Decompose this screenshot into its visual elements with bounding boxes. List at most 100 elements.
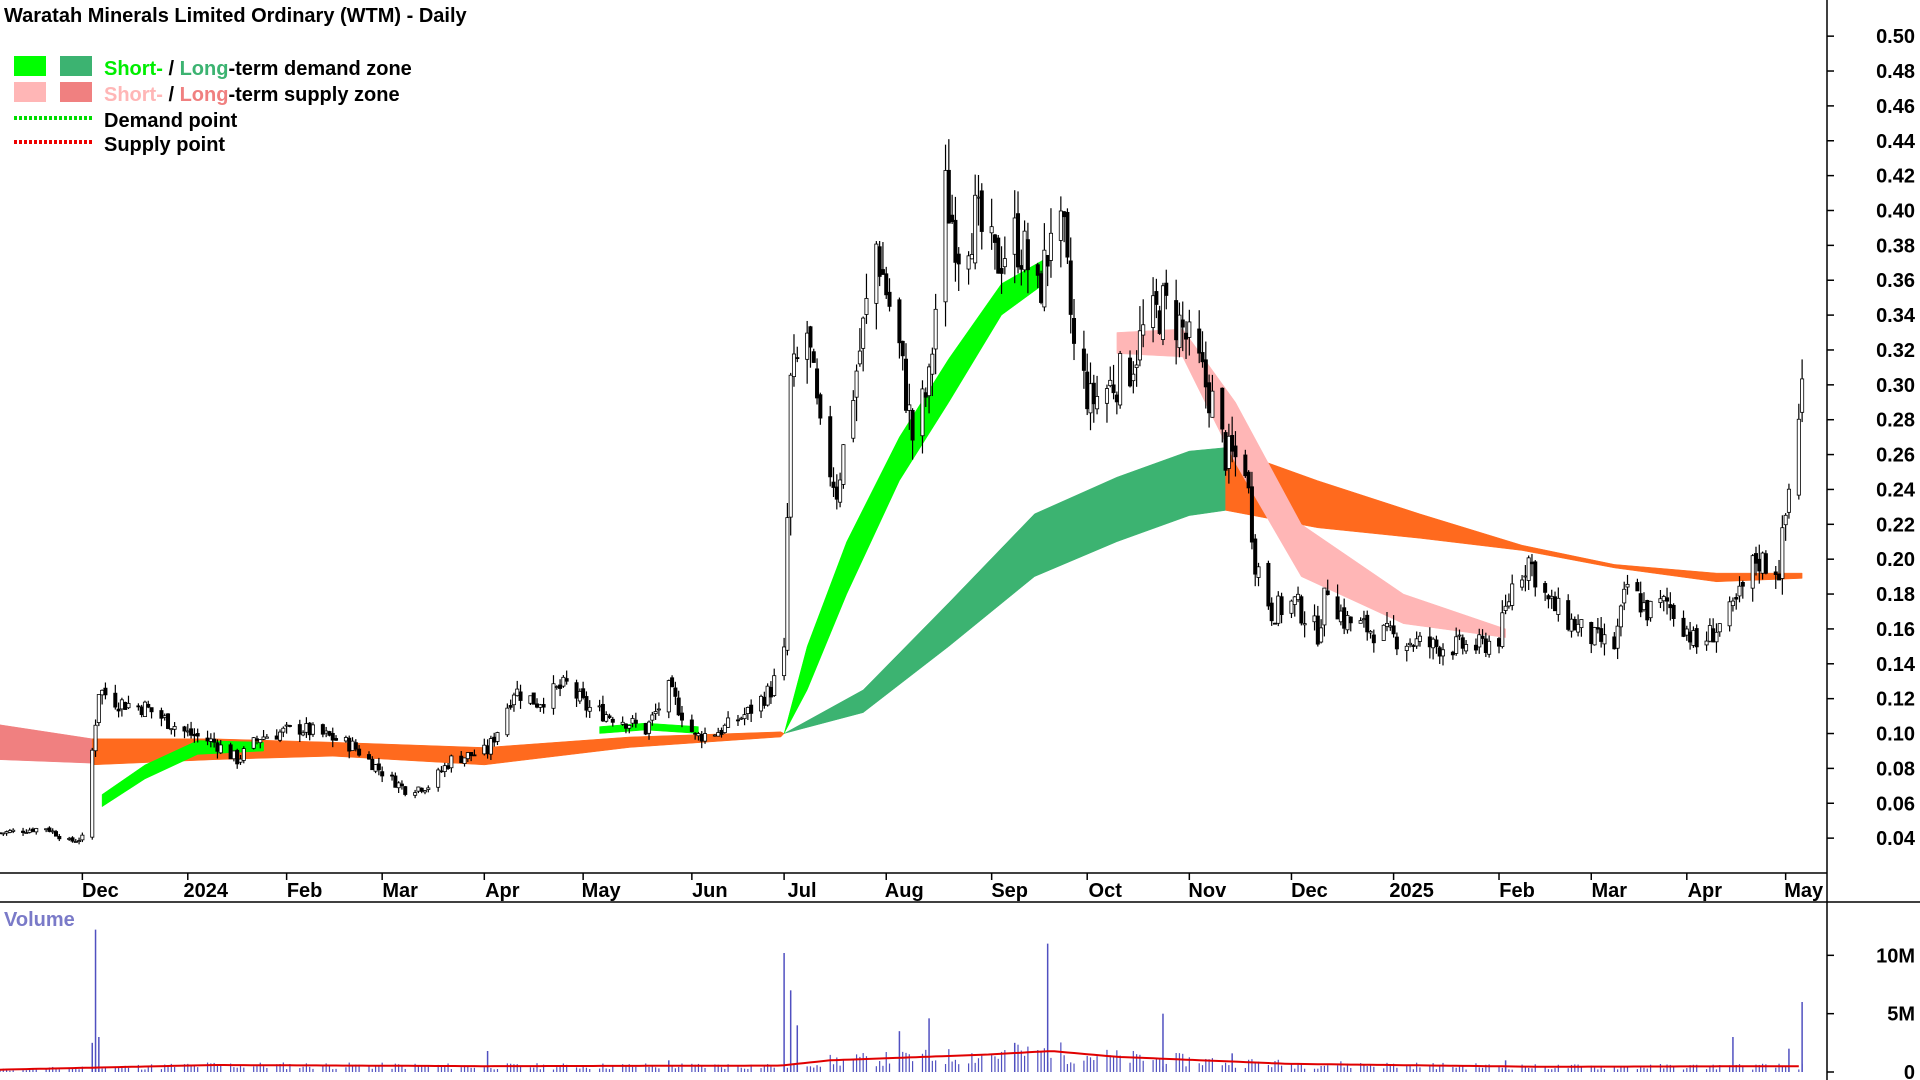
price-bar <box>904 343 909 414</box>
price-bar <box>90 747 95 840</box>
price-bar <box>1635 578 1640 592</box>
price-bar <box>1800 359 1805 423</box>
price-bar <box>1714 623 1719 653</box>
price-bar <box>1441 643 1446 666</box>
legend-label-part: Demand point <box>104 110 238 132</box>
volume-tick-label: 0 <box>1904 1062 1915 1080</box>
price-bar <box>1783 513 1788 541</box>
y-tick-label: 0.46 <box>1876 96 1915 118</box>
price-bar <box>1391 615 1396 638</box>
price-bar <box>703 727 708 744</box>
price-bar <box>353 739 358 752</box>
price-bar <box>541 697 546 714</box>
legend-label-part: Long <box>180 84 229 106</box>
price-bar <box>136 703 141 711</box>
price-bar <box>462 757 467 767</box>
legend-label-part: -term supply zone <box>228 84 399 106</box>
price-bar <box>930 347 935 397</box>
x-axis-ticks: Dec 2024 Feb Mar Apr May Jun Jul Aug Sep Oct Nov Dec… <box>81 873 1824 902</box>
price-bar <box>1246 470 1251 494</box>
legend-swatch-long <box>60 56 92 76</box>
legend-label: Short- / Long-term demand zone <box>104 58 412 80</box>
price-bar <box>73 838 78 843</box>
price-bar <box>1322 587 1327 637</box>
price-bar <box>327 730 332 737</box>
price-bar <box>11 828 16 834</box>
price-bar <box>772 668 777 697</box>
price-bar <box>880 242 885 275</box>
price-bar <box>320 723 325 738</box>
price-bar <box>600 695 605 722</box>
price-bar <box>508 699 513 710</box>
price-bar <box>449 754 454 773</box>
legend-row: Short- / Long-term demand zone <box>14 56 412 80</box>
price-bar <box>1220 387 1225 443</box>
price-bar <box>426 785 431 793</box>
price-bar <box>1750 554 1755 602</box>
price-bar <box>558 679 563 697</box>
y-tick-label: 0.20 <box>1876 549 1915 571</box>
price-bar <box>1434 635 1439 654</box>
price-bar <box>1556 587 1561 622</box>
price-bar <box>1615 618 1620 660</box>
price-bar <box>620 716 625 726</box>
x-tick-label: May <box>1784 880 1824 902</box>
price-bar <box>21 827 26 836</box>
price-bar <box>795 346 800 363</box>
price-bar <box>1253 534 1258 587</box>
price-bar <box>989 198 994 250</box>
price-bar <box>1526 555 1531 590</box>
price-bar <box>1510 574 1515 611</box>
price-bar <box>581 681 586 700</box>
price-bar <box>1081 330 1086 389</box>
price-bar <box>166 713 171 730</box>
price-bar <box>1141 299 1146 348</box>
price-bar <box>1319 619 1324 644</box>
price-bar <box>149 707 154 719</box>
price-bar <box>469 752 474 762</box>
price-bar <box>57 833 62 842</box>
price-bar <box>887 278 892 312</box>
price-bar <box>1404 643 1409 662</box>
price-bar <box>1385 612 1390 632</box>
price-bar <box>172 722 177 737</box>
price-bar <box>212 732 217 748</box>
price-bar <box>765 683 770 707</box>
chart-title: Waratah Minerals Limited Ordinary (WTM) … <box>4 5 468 27</box>
volume-panel: 0 5M 10M <box>0 929 1915 1080</box>
price-bar <box>1487 635 1492 658</box>
price-bar <box>920 380 925 454</box>
price-bar <box>235 748 240 769</box>
x-tick-label: Jul <box>788 880 817 902</box>
price-bar <box>811 348 816 363</box>
price-bar <box>851 390 856 443</box>
price-bar <box>831 467 836 498</box>
price-bar <box>1104 384 1109 423</box>
x-tick-label: Sep <box>991 880 1028 902</box>
price-bar <box>828 405 833 487</box>
price-bar <box>1737 576 1742 603</box>
price-bar <box>528 695 533 705</box>
price-bar <box>1095 375 1100 415</box>
price-bar <box>1243 449 1248 478</box>
price-bar <box>999 246 1004 294</box>
price-bar <box>1200 331 1205 368</box>
price-bar <box>518 684 523 709</box>
y-tick-label: 0.36 <box>1876 270 1915 292</box>
legend-swatch-short <box>14 82 46 102</box>
price-bar <box>1025 222 1030 294</box>
price-bar <box>1292 596 1297 617</box>
price-bar <box>403 785 408 797</box>
price-bar <box>1717 623 1722 637</box>
price-bar <box>666 679 671 719</box>
price-bar <box>531 692 536 705</box>
price-bar <box>366 751 371 760</box>
price-bar <box>1477 628 1482 654</box>
price-bar <box>96 694 101 727</box>
y-tick-label: 0.08 <box>1876 758 1915 780</box>
price-bar <box>419 787 424 794</box>
x-tick-label: Dec <box>1291 880 1328 902</box>
price-bar <box>1223 430 1228 476</box>
price-bar <box>643 722 648 736</box>
y-tick-label: 0.48 <box>1876 61 1915 83</box>
